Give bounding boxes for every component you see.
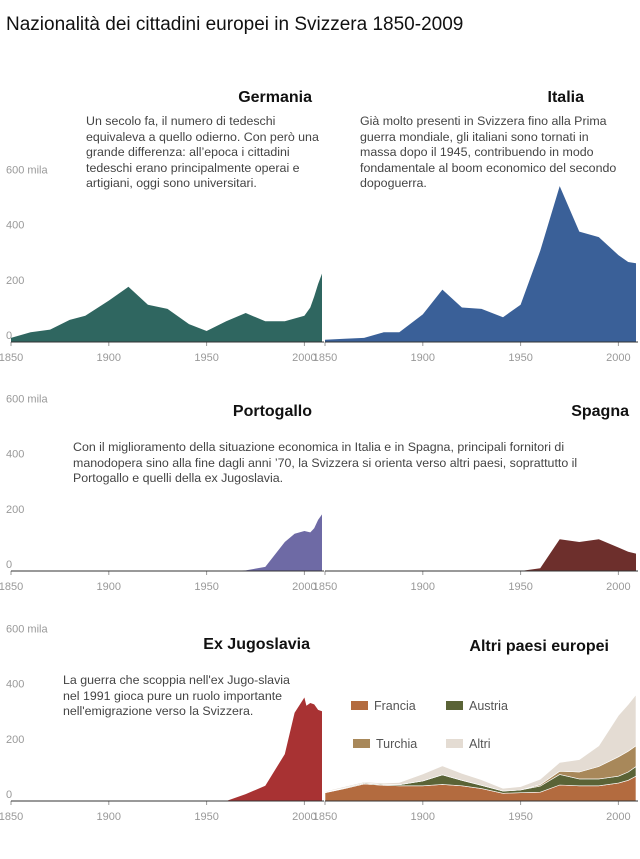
x-tick-label: 1850 — [313, 352, 337, 364]
x-tick-label: 2000 — [292, 352, 316, 364]
legend-swatch-altri — [446, 739, 463, 749]
panel-description-ex-jugoslavia: La guerra che scoppia nell'ex Jugo-slavi… — [63, 673, 290, 719]
x-tick-label: 2000 — [606, 352, 630, 364]
x-tick-label: 1900 — [411, 352, 435, 364]
x-tick-label: 2000 — [292, 811, 316, 823]
area-series-ex-jugoslavia — [11, 697, 322, 801]
y-tick-label: 200 — [6, 504, 24, 516]
x-tick-label: 1950 — [508, 352, 532, 364]
x-tick-label: 1900 — [97, 811, 121, 823]
legend-swatch-austria — [446, 701, 463, 711]
x-tick-label: 1850 — [0, 352, 23, 364]
x-tick-label: 1950 — [508, 811, 532, 823]
y-tick-label: 400 — [6, 449, 24, 461]
x-tick-label: 2000 — [292, 581, 316, 593]
legend-item-francia: Francia — [351, 699, 416, 713]
legend-label-francia: Francia — [374, 699, 416, 713]
panel-description-portogallo: Con il miglioramento della situazione ec… — [73, 440, 578, 486]
area-series-spagna — [325, 539, 636, 571]
x-tick-label: 1900 — [97, 581, 121, 593]
panel-title-italia: Italia — [547, 89, 584, 106]
legend-swatch-turchia — [353, 739, 370, 749]
y-tick-label: 600 mila — [6, 164, 48, 176]
x-tick-label: 1950 — [194, 811, 218, 823]
area-series-portogallo — [11, 514, 322, 571]
x-tick-label: 1950 — [194, 352, 218, 364]
panel-title-spagna: Spagna — [571, 403, 629, 420]
y-tick-label: 0 — [6, 330, 12, 342]
legend-label-austria: Austria — [469, 699, 508, 713]
y-tick-label: 600 mila — [6, 393, 48, 405]
y-tick-label: 200 — [6, 275, 24, 287]
area-series-italia — [325, 186, 636, 342]
x-tick-label: 1900 — [411, 811, 435, 823]
x-tick-label: 1850 — [0, 811, 23, 823]
y-tick-label: 0 — [6, 789, 12, 801]
panel-description-italia: Già molto presenti in Svizzera fino alla… — [360, 114, 617, 191]
legend-item-altri: Altri — [446, 737, 491, 751]
y-tick-label: 400 — [6, 679, 24, 691]
page-title: Nazionalità dei cittadini europei in Svi… — [6, 14, 464, 35]
panel-title-portogallo: Portogallo — [232, 403, 312, 420]
y-tick-label: 200 — [6, 734, 24, 746]
legend-item-austria: Austria — [446, 699, 508, 713]
x-tick-label: 1850 — [313, 581, 337, 593]
legend-label-altri: Altri — [469, 737, 491, 751]
x-tick-label: 1950 — [508, 581, 532, 593]
legend-label-turchia: Turchia — [376, 737, 418, 751]
x-tick-label: 1850 — [313, 811, 337, 823]
area-series-germania — [11, 273, 322, 342]
legend-swatch-francia — [351, 701, 368, 711]
legend-item-turchia: Turchia — [353, 737, 417, 751]
x-tick-label: 1850 — [0, 581, 23, 593]
panel-title-altri-paesi: Altri paesi europei — [469, 638, 609, 655]
x-tick-label: 2000 — [606, 581, 630, 593]
x-tick-label: 1950 — [194, 581, 218, 593]
y-tick-label: 0 — [6, 559, 12, 571]
y-tick-label: 400 — [6, 220, 24, 232]
area-series-altri — [324, 693, 637, 793]
panel-title-ex-jugoslavia: Ex Jugoslavia — [203, 636, 310, 653]
panel-title-germania: Germania — [238, 89, 312, 106]
x-tick-label: 2000 — [606, 811, 630, 823]
x-tick-label: 1900 — [411, 581, 435, 593]
y-tick-label: 600 mila — [6, 623, 48, 635]
x-tick-label: 1900 — [97, 352, 121, 364]
panel-description-germania: Un secolo fa, il numero di tedeschi equi… — [86, 114, 319, 191]
